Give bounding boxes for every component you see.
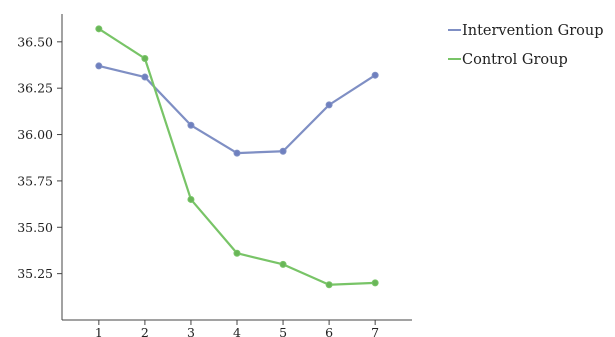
x-tick-label: 2 bbox=[141, 325, 149, 337]
axes bbox=[57, 14, 412, 325]
data-point bbox=[325, 101, 333, 109]
x-tick-label: 7 bbox=[371, 325, 379, 337]
y-tick-label: 36.25 bbox=[17, 81, 53, 96]
x-tick-label: 3 bbox=[187, 325, 195, 337]
tick-labels: 35.25 35.50 35.75 36.00 36.25 36.50 1 2 3 4 5 6 7 bbox=[17, 34, 379, 337]
series-line bbox=[97, 27, 377, 286]
data-point bbox=[187, 195, 195, 203]
legend: Intervention Group Control Group bbox=[448, 23, 604, 68]
data-point bbox=[141, 55, 149, 63]
y-tick-label: 36.00 bbox=[17, 127, 53, 142]
series-lines bbox=[95, 25, 379, 289]
legend-label: Control Group bbox=[462, 52, 568, 68]
y-tick-label: 35.25 bbox=[17, 266, 53, 281]
data-point bbox=[95, 62, 103, 70]
data-point bbox=[325, 281, 333, 289]
legend-item: Intervention Group bbox=[448, 23, 604, 39]
y-tick-label: 35.75 bbox=[17, 173, 53, 188]
data-point bbox=[371, 279, 379, 287]
data-point bbox=[371, 71, 379, 79]
data-point bbox=[233, 149, 241, 157]
y-tick-label: 35.50 bbox=[17, 220, 53, 235]
series-control-group bbox=[95, 25, 379, 289]
data-point bbox=[141, 73, 149, 81]
series-intervention-group bbox=[95, 62, 379, 157]
y-tick-label: 36.50 bbox=[17, 34, 53, 49]
legend-label: Intervention Group bbox=[462, 23, 604, 39]
x-tick-label: 4 bbox=[233, 325, 241, 337]
x-tick-label: 6 bbox=[325, 325, 333, 337]
data-point bbox=[279, 147, 287, 155]
data-point bbox=[279, 260, 287, 268]
data-point bbox=[233, 249, 241, 257]
x-tick-label: 1 bbox=[95, 325, 103, 337]
legend-item: Control Group bbox=[448, 52, 568, 68]
data-point bbox=[95, 25, 103, 33]
series-line bbox=[97, 64, 377, 155]
data-point bbox=[187, 121, 195, 129]
x-tick-label: 5 bbox=[279, 325, 287, 337]
